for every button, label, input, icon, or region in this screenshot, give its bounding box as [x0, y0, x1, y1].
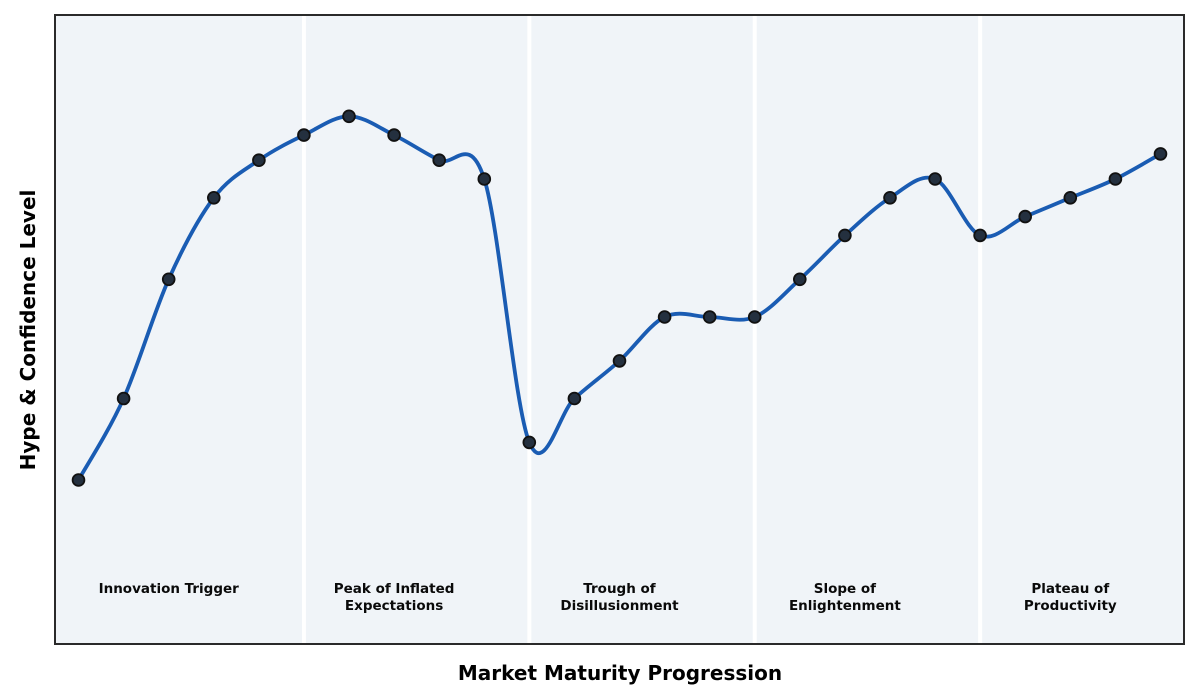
data-point-marker	[1063, 191, 1078, 205]
data-point-marker	[973, 228, 987, 243]
hype-curve-line	[76, 114, 1163, 482]
data-point-marker	[657, 310, 672, 324]
plot-area: Innovation Trigger Peak of Inflated Expe…	[54, 14, 1185, 645]
phase-label-innovation-trigger: Innovation Trigger	[98, 581, 239, 597]
data-point-marker	[71, 473, 86, 487]
phase-label-trough-of-disillusionment: Trough of Disillusionment	[560, 581, 679, 614]
data-point-marker	[928, 172, 942, 186]
data-point-marker	[747, 310, 762, 324]
phase-label-slope-of-enlightenment: Slope of Enlightenment	[788, 581, 901, 614]
data-point-marker	[116, 391, 131, 406]
hype-curve-svg	[71, 16, 1168, 643]
data-point-marker	[612, 354, 627, 368]
data-point-marker	[432, 153, 447, 168]
phase-label-plateau-of-productivity: Plateau of Productivity	[1023, 581, 1117, 614]
y-axis-label: Hype & Confidence Level	[16, 189, 40, 471]
data-point-marker	[207, 191, 221, 205]
data-point-marker	[387, 128, 401, 142]
data-point-marker	[297, 128, 311, 142]
data-point-marker	[792, 272, 807, 287]
data-point-marker	[522, 435, 537, 450]
data-point-marker	[161, 272, 176, 287]
data-point-marker	[1018, 209, 1032, 224]
data-point-marker	[838, 228, 852, 243]
data-point-marker	[1108, 172, 1123, 186]
data-point-marker	[477, 172, 492, 186]
data-point-marker	[252, 153, 266, 168]
data-point-marker	[883, 191, 897, 205]
data-point-marker	[567, 391, 582, 406]
data-point-marker	[702, 310, 717, 324]
data-point-marker	[1153, 147, 1168, 161]
phase-label-peak-of-inflated-expectations: Peak of Inflated Expectations	[333, 581, 455, 614]
data-point-marker	[342, 109, 356, 124]
x-axis-label: Market Maturity Progression	[457, 661, 783, 685]
